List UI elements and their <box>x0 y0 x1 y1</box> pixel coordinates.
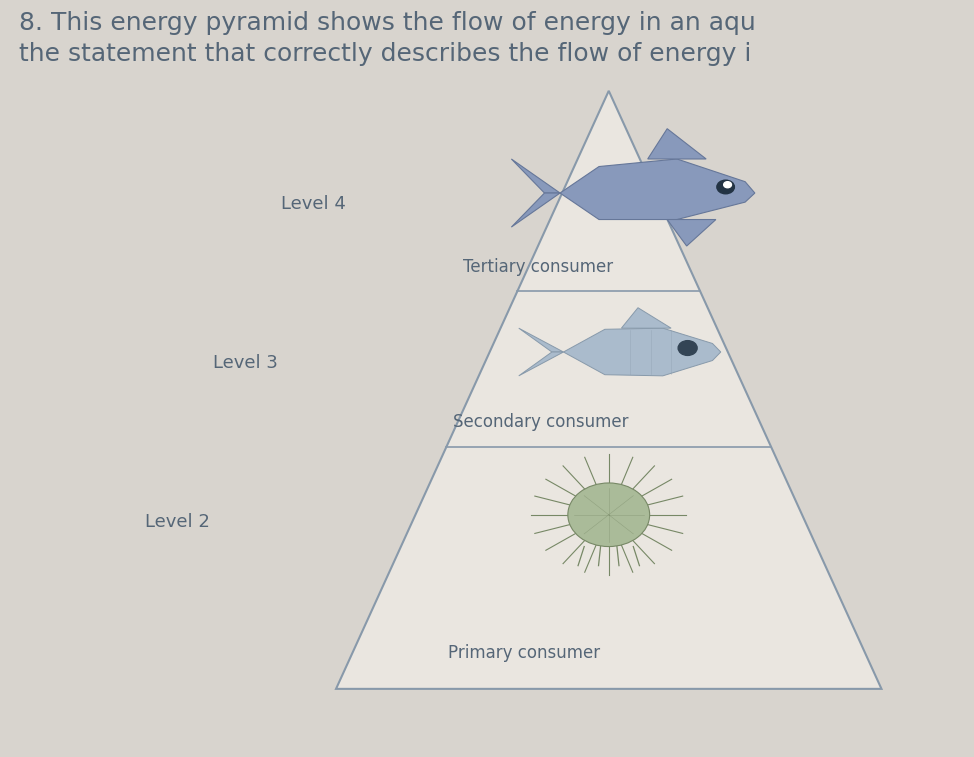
Text: Level 3: Level 3 <box>212 354 278 372</box>
Text: 8. This energy pyramid shows the flow of energy in an aqu: 8. This energy pyramid shows the flow of… <box>19 11 756 36</box>
Text: Tertiary consumer: Tertiary consumer <box>463 258 613 276</box>
Text: Primary consumer: Primary consumer <box>448 644 600 662</box>
Text: Level 4: Level 4 <box>281 195 346 213</box>
Polygon shape <box>667 220 716 246</box>
Circle shape <box>717 180 734 194</box>
Polygon shape <box>336 91 881 689</box>
Polygon shape <box>519 329 564 352</box>
Polygon shape <box>511 193 560 227</box>
Polygon shape <box>519 352 564 375</box>
Circle shape <box>724 182 731 188</box>
Circle shape <box>678 341 697 356</box>
Polygon shape <box>648 129 706 159</box>
Polygon shape <box>621 307 671 329</box>
Text: Secondary consumer: Secondary consumer <box>453 413 628 431</box>
Text: Level 2: Level 2 <box>144 513 209 531</box>
Text: the statement that correctly describes the flow of energy i: the statement that correctly describes t… <box>19 42 752 66</box>
Circle shape <box>568 483 650 547</box>
Polygon shape <box>511 159 560 193</box>
Polygon shape <box>560 159 755 220</box>
Polygon shape <box>564 329 721 375</box>
